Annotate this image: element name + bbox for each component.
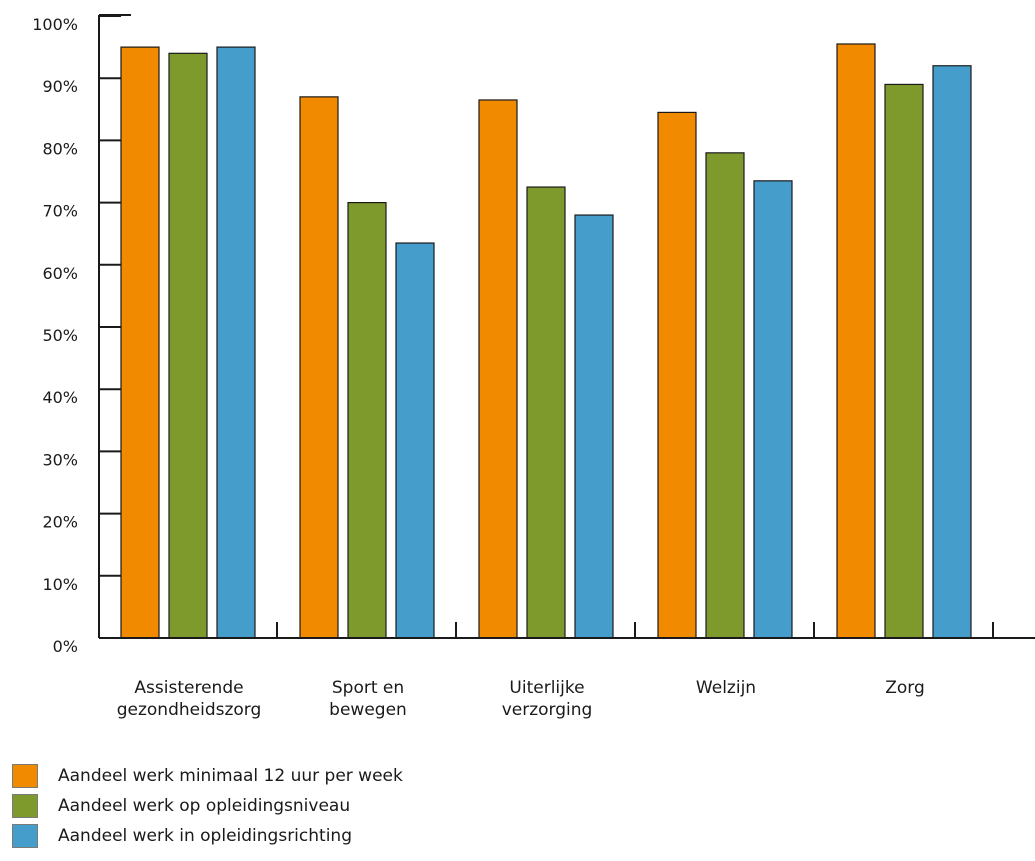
y-tick-label: 80%: [42, 139, 78, 158]
y-axis: 0% 10% 20% 30% 40% 50% 60% 70% 80% 90% 100%: [32, 15, 131, 656]
y-tick-label: 90%: [42, 77, 78, 96]
category-label-line: Welzijn: [696, 678, 756, 698]
legend-item: Aandeel werk op opleidingsniveau: [12, 791, 403, 821]
legend-label: Aandeel werk in opleidingsrichting: [58, 826, 352, 846]
y-tick-label: 0%: [53, 637, 78, 656]
category-label-line: Uiterlijke: [509, 678, 584, 698]
bars: [121, 44, 971, 638]
bar: [300, 97, 338, 638]
bar: [169, 53, 207, 638]
bar: [575, 215, 613, 638]
legend-label: Aandeel werk op opleidingsniveau: [58, 796, 350, 816]
bar: [658, 112, 696, 638]
bar: [885, 84, 923, 638]
y-tick-label: 20%: [42, 513, 78, 532]
category-label-line: Zorg: [885, 678, 925, 698]
bar: [933, 66, 971, 638]
y-tick-label: 70%: [42, 202, 78, 221]
legend: Aandeel werk minimaal 12 uur per week Aan…: [12, 761, 403, 851]
category-label: Sport en bewegen: [329, 678, 407, 720]
category-label-line: verzorging: [502, 700, 593, 720]
bar: [479, 100, 517, 638]
bar: [754, 181, 792, 638]
category-label-line: Assisterende: [134, 678, 243, 698]
y-tick-label: 50%: [42, 326, 78, 345]
y-tick-label: 100%: [32, 15, 78, 34]
legend-swatch: [12, 824, 38, 848]
category-label: Zorg: [885, 678, 925, 698]
bar-chart: 0% 10% 20% 30% 40% 50% 60% 70% 80% 90% 100% Assist…: [0, 0, 1035, 750]
category-label: Uiterlijke verzorging: [502, 678, 593, 720]
y-tick-label: 60%: [42, 264, 78, 283]
bar: [527, 187, 565, 638]
category-label-line: Sport en: [332, 678, 404, 698]
y-tick-label: 40%: [42, 388, 78, 407]
bar: [217, 47, 255, 638]
bar: [348, 203, 386, 638]
legend-item: Aandeel werk minimaal 12 uur per week: [12, 761, 403, 791]
category-label: Welzijn: [696, 678, 756, 698]
category-label-line: gezondheidszorg: [117, 700, 262, 720]
category-label: Assisterende gezondheidszorg: [117, 678, 262, 720]
legend-swatch: [12, 764, 38, 788]
bar: [121, 47, 159, 638]
legend-item: Aandeel werk in opleidingsrichting: [12, 821, 403, 851]
bar: [837, 44, 875, 638]
y-tick-label: 30%: [42, 450, 78, 469]
bar: [396, 243, 434, 638]
bar: [706, 153, 744, 638]
category-label-line: bewegen: [329, 700, 407, 720]
legend-label: Aandeel werk minimaal 12 uur per week: [58, 766, 403, 786]
y-tick-label: 10%: [42, 575, 78, 594]
legend-swatch: [12, 794, 38, 818]
